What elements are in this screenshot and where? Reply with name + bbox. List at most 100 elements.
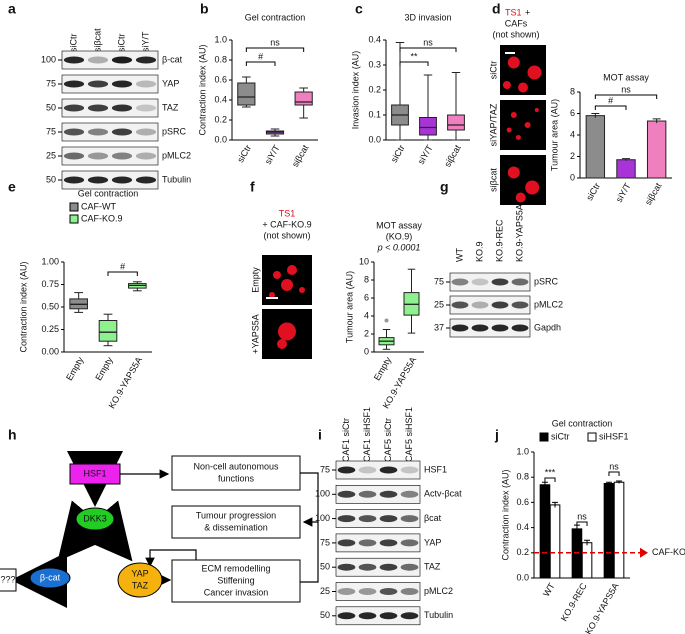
protein-label: Actv-βcat: [424, 489, 462, 499]
band: [511, 301, 529, 309]
reference-label: CAF-KO.9: [652, 547, 685, 557]
arrow: [75, 500, 133, 562]
tumour-spot: [299, 287, 305, 293]
legend-swatch: [69, 202, 79, 212]
tumour-spot: [507, 56, 520, 69]
protein-label: Gapdh: [534, 322, 561, 332]
legend-label: CAF-KO.9: [81, 213, 123, 223]
bcat-node: [29, 567, 71, 589]
band: [358, 539, 377, 547]
band: [337, 539, 356, 547]
mw-marker: 25: [434, 299, 444, 309]
chart-title: 3D invasion: [404, 12, 451, 22]
bracket: [576, 521, 588, 526]
tumour-spot: [515, 135, 521, 140]
bar: [549, 504, 561, 579]
error-bar: [591, 113, 600, 118]
y-tick-label: 2: [570, 151, 575, 161]
box: [237, 82, 256, 106]
dkk3-node: [75, 507, 115, 531]
box: [447, 114, 465, 131]
band: [111, 56, 133, 64]
unknown-box: [0, 568, 17, 592]
band: [511, 278, 529, 286]
tumour-spot: [527, 65, 542, 80]
x-tick-label: siβcat: [290, 143, 311, 169]
protein-label: Tubulin: [162, 174, 191, 184]
mw-marker: 100: [315, 489, 330, 499]
mw-marker: 25: [46, 150, 56, 160]
y-tick-label: 4: [570, 129, 575, 139]
x-tick-label: KO.9-REC: [559, 581, 589, 623]
tumour-spot: [287, 265, 297, 275]
mw-marker: 100: [315, 513, 330, 523]
panel-label: g: [440, 179, 449, 195]
panel-label: c: [355, 1, 363, 17]
arrow: [145, 549, 197, 568]
error-bar: [605, 481, 612, 485]
lane-label: siCtr: [68, 34, 78, 53]
tumour-spot: [524, 122, 531, 128]
significance: ns: [423, 37, 433, 47]
x-tick-label: siY/T: [416, 143, 435, 166]
hsf1-label: HSF1: [83, 468, 106, 478]
lane-label: CAF5 siHSF1: [404, 407, 414, 462]
lane-label: KO.9-REC: [494, 219, 504, 262]
band: [337, 588, 356, 595]
band: [135, 152, 157, 160]
reference-arrow: [640, 547, 648, 558]
y-tick-label: 0.0: [516, 572, 529, 582]
image-header: +: [525, 7, 530, 17]
mw-marker: 75: [46, 78, 56, 88]
y-tick-label: 1.0: [214, 34, 227, 44]
image-label: siCtr: [488, 61, 498, 80]
x-tick-label: siY/T: [614, 181, 633, 204]
panel-label: a: [8, 1, 16, 17]
lane-label: WT: [454, 248, 464, 262]
bar: [616, 159, 636, 179]
bracket: [399, 47, 457, 52]
significance: **: [410, 51, 418, 61]
y-axis-title: Contraction index (AU): [18, 261, 28, 352]
significance: ***: [545, 467, 556, 477]
panel-label: j: [494, 427, 499, 443]
band: [87, 80, 109, 88]
image-header: + CAF-KO.9: [262, 219, 311, 229]
image-label: Empty: [250, 267, 260, 293]
mw-marker: 75: [434, 276, 444, 286]
band: [358, 563, 377, 571]
y-tick-label: 8: [364, 274, 369, 284]
band: [337, 466, 356, 474]
image-header: TS1: [279, 208, 296, 218]
error-bar: [616, 480, 623, 484]
legend-label: siCtr: [551, 431, 570, 441]
band: [87, 176, 109, 184]
image-header: TS1: [505, 7, 522, 17]
protein-label: β-cat: [162, 54, 183, 64]
band: [358, 490, 377, 498]
band: [358, 612, 377, 620]
bar: [603, 483, 615, 579]
bar: [613, 481, 625, 579]
panel-label: b: [200, 1, 209, 17]
lane-label: siY/T: [140, 31, 150, 52]
x-tick-label: siβcat: [643, 181, 664, 207]
band: [111, 176, 133, 184]
y-axis-title: Contraction index (AU): [500, 469, 510, 560]
box-text: & dissemination: [204, 522, 268, 532]
band: [379, 466, 398, 474]
significance: #: [120, 261, 125, 271]
mw-marker: 50: [46, 102, 56, 112]
dkk3-label: DKK3: [83, 513, 107, 523]
bracket: [399, 61, 429, 66]
y-tick-label: 6: [364, 292, 369, 302]
protein-label: pSRC: [534, 276, 559, 286]
significance: ns: [270, 37, 280, 47]
image-header: (not shown): [492, 29, 539, 39]
y-tick-label: 6: [570, 108, 575, 118]
unknown-label: ???: [0, 574, 15, 584]
significance: #: [258, 51, 263, 61]
y-tick-label: 0.6: [516, 497, 529, 507]
bracket: [245, 61, 276, 66]
